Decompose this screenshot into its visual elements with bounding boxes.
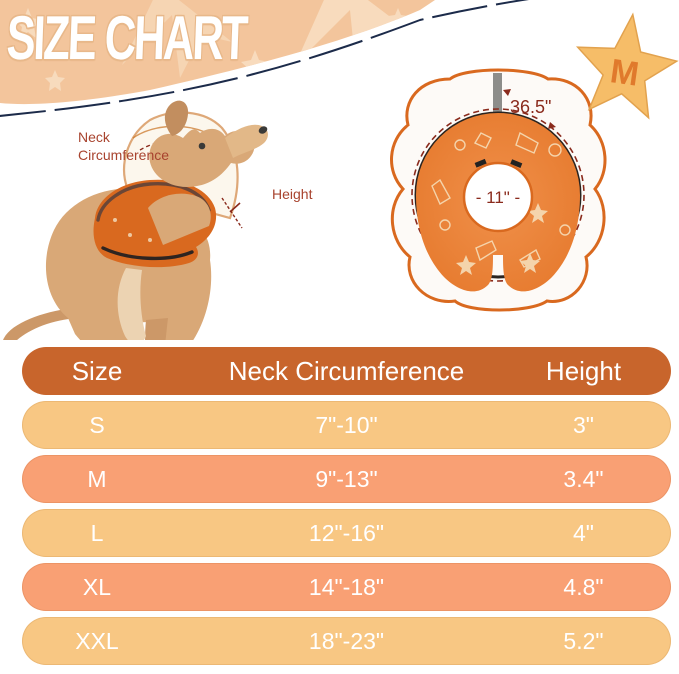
svg-text:- 11" -: - 11" - bbox=[476, 188, 520, 207]
svg-text:M: M bbox=[608, 52, 641, 94]
svg-text:36.5": 36.5" bbox=[510, 97, 551, 117]
